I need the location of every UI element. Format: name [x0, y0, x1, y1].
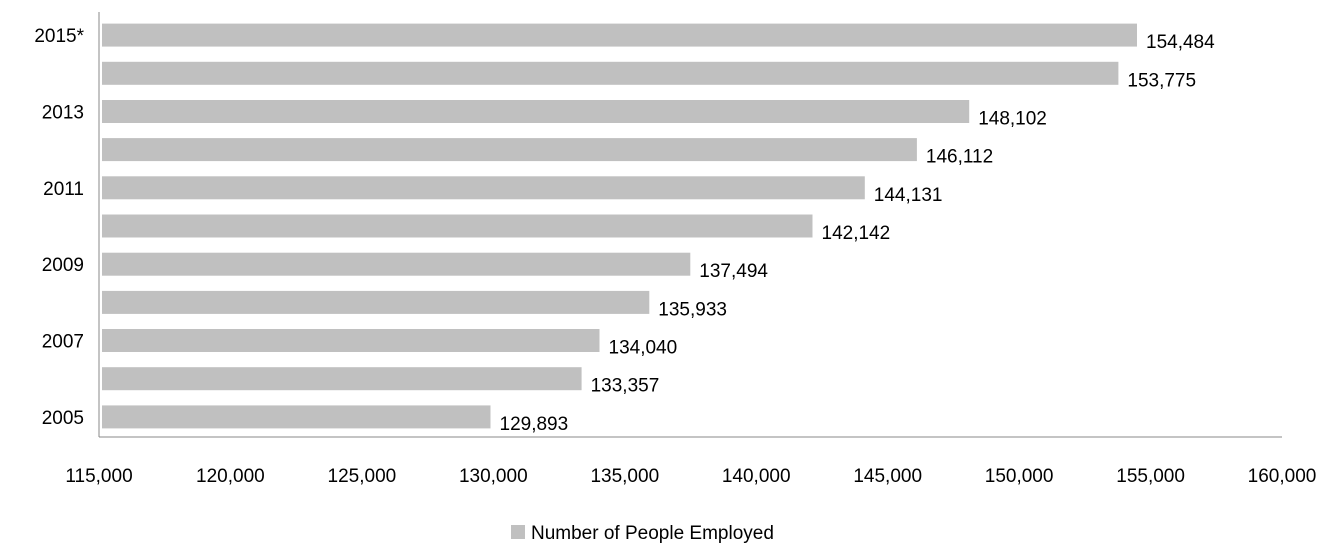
x-tick-label-130000: 130,000 [459, 466, 528, 487]
x-axis-labels-group: 115,000 120,000 125,000 130,000 135,000 140,0… [65, 466, 1316, 487]
data-label-2011: 144,131 [874, 185, 943, 206]
y-tick-label-2011: 2011 [43, 179, 84, 200]
y-tick-label-2013: 2013 [42, 103, 84, 124]
legend-swatch [511, 525, 525, 539]
data-label-2008: 135,933 [658, 299, 727, 320]
x-tick-label-145000: 145,000 [853, 466, 922, 487]
data-label-2009: 137,494 [699, 261, 768, 282]
data-label-2005: 129,893 [500, 414, 569, 435]
bar-2010 [102, 214, 813, 238]
x-tick-label-140000: 140,000 [722, 466, 791, 487]
y-axis-labels-group: 2015* 2013 2011 2009 2007 2005 [34, 26, 84, 429]
bars-group [102, 23, 1137, 429]
x-tick-label-125000: 125,000 [328, 466, 397, 487]
x-tick-label-150000: 150,000 [985, 466, 1054, 487]
y-tick-label-2007: 2007 [42, 332, 84, 353]
bar-2013 [102, 100, 970, 123]
y-tick-label-2005: 2005 [42, 408, 84, 429]
bar-2008 [102, 290, 650, 314]
data-label-2012: 146,112 [926, 147, 993, 168]
x-tick-label-155000: 155,000 [1116, 466, 1185, 487]
x-tick-label-115000: 115,000 [65, 466, 132, 487]
axes-group [98, 12, 1282, 438]
data-labels-group: 154,484 153,775 148,102 146,112 144,131 142,1… [500, 32, 1216, 435]
bar-2011 [102, 176, 865, 200]
data-label-2014: 153,775 [1127, 70, 1196, 91]
x-tick-label-135000: 135,000 [590, 466, 659, 487]
data-label-2006: 133,357 [591, 376, 660, 397]
bar-2009 [102, 252, 691, 276]
bar-2012 [102, 138, 917, 162]
bar-2014 [102, 61, 1119, 85]
y-tick-label-2009: 2009 [42, 255, 84, 276]
legend-label: Number of People Employed [531, 523, 774, 544]
x-tick-label-120000: 120,000 [196, 466, 265, 487]
y-tick-label-2015*: 2015* [34, 26, 84, 47]
legend: Number of People Employed [511, 523, 774, 544]
data-label-2015*: 154,484 [1146, 32, 1215, 53]
data-label-2007: 134,040 [609, 338, 678, 359]
bar-2006 [102, 367, 582, 391]
bar-2015* [102, 23, 1137, 47]
data-label-2010: 142,142 [822, 223, 891, 244]
bar-2005 [102, 405, 491, 429]
x-tick-label-160000: 160,000 [1248, 466, 1317, 487]
bar-2007 [102, 329, 600, 352]
data-label-2013: 148,102 [978, 109, 1047, 130]
